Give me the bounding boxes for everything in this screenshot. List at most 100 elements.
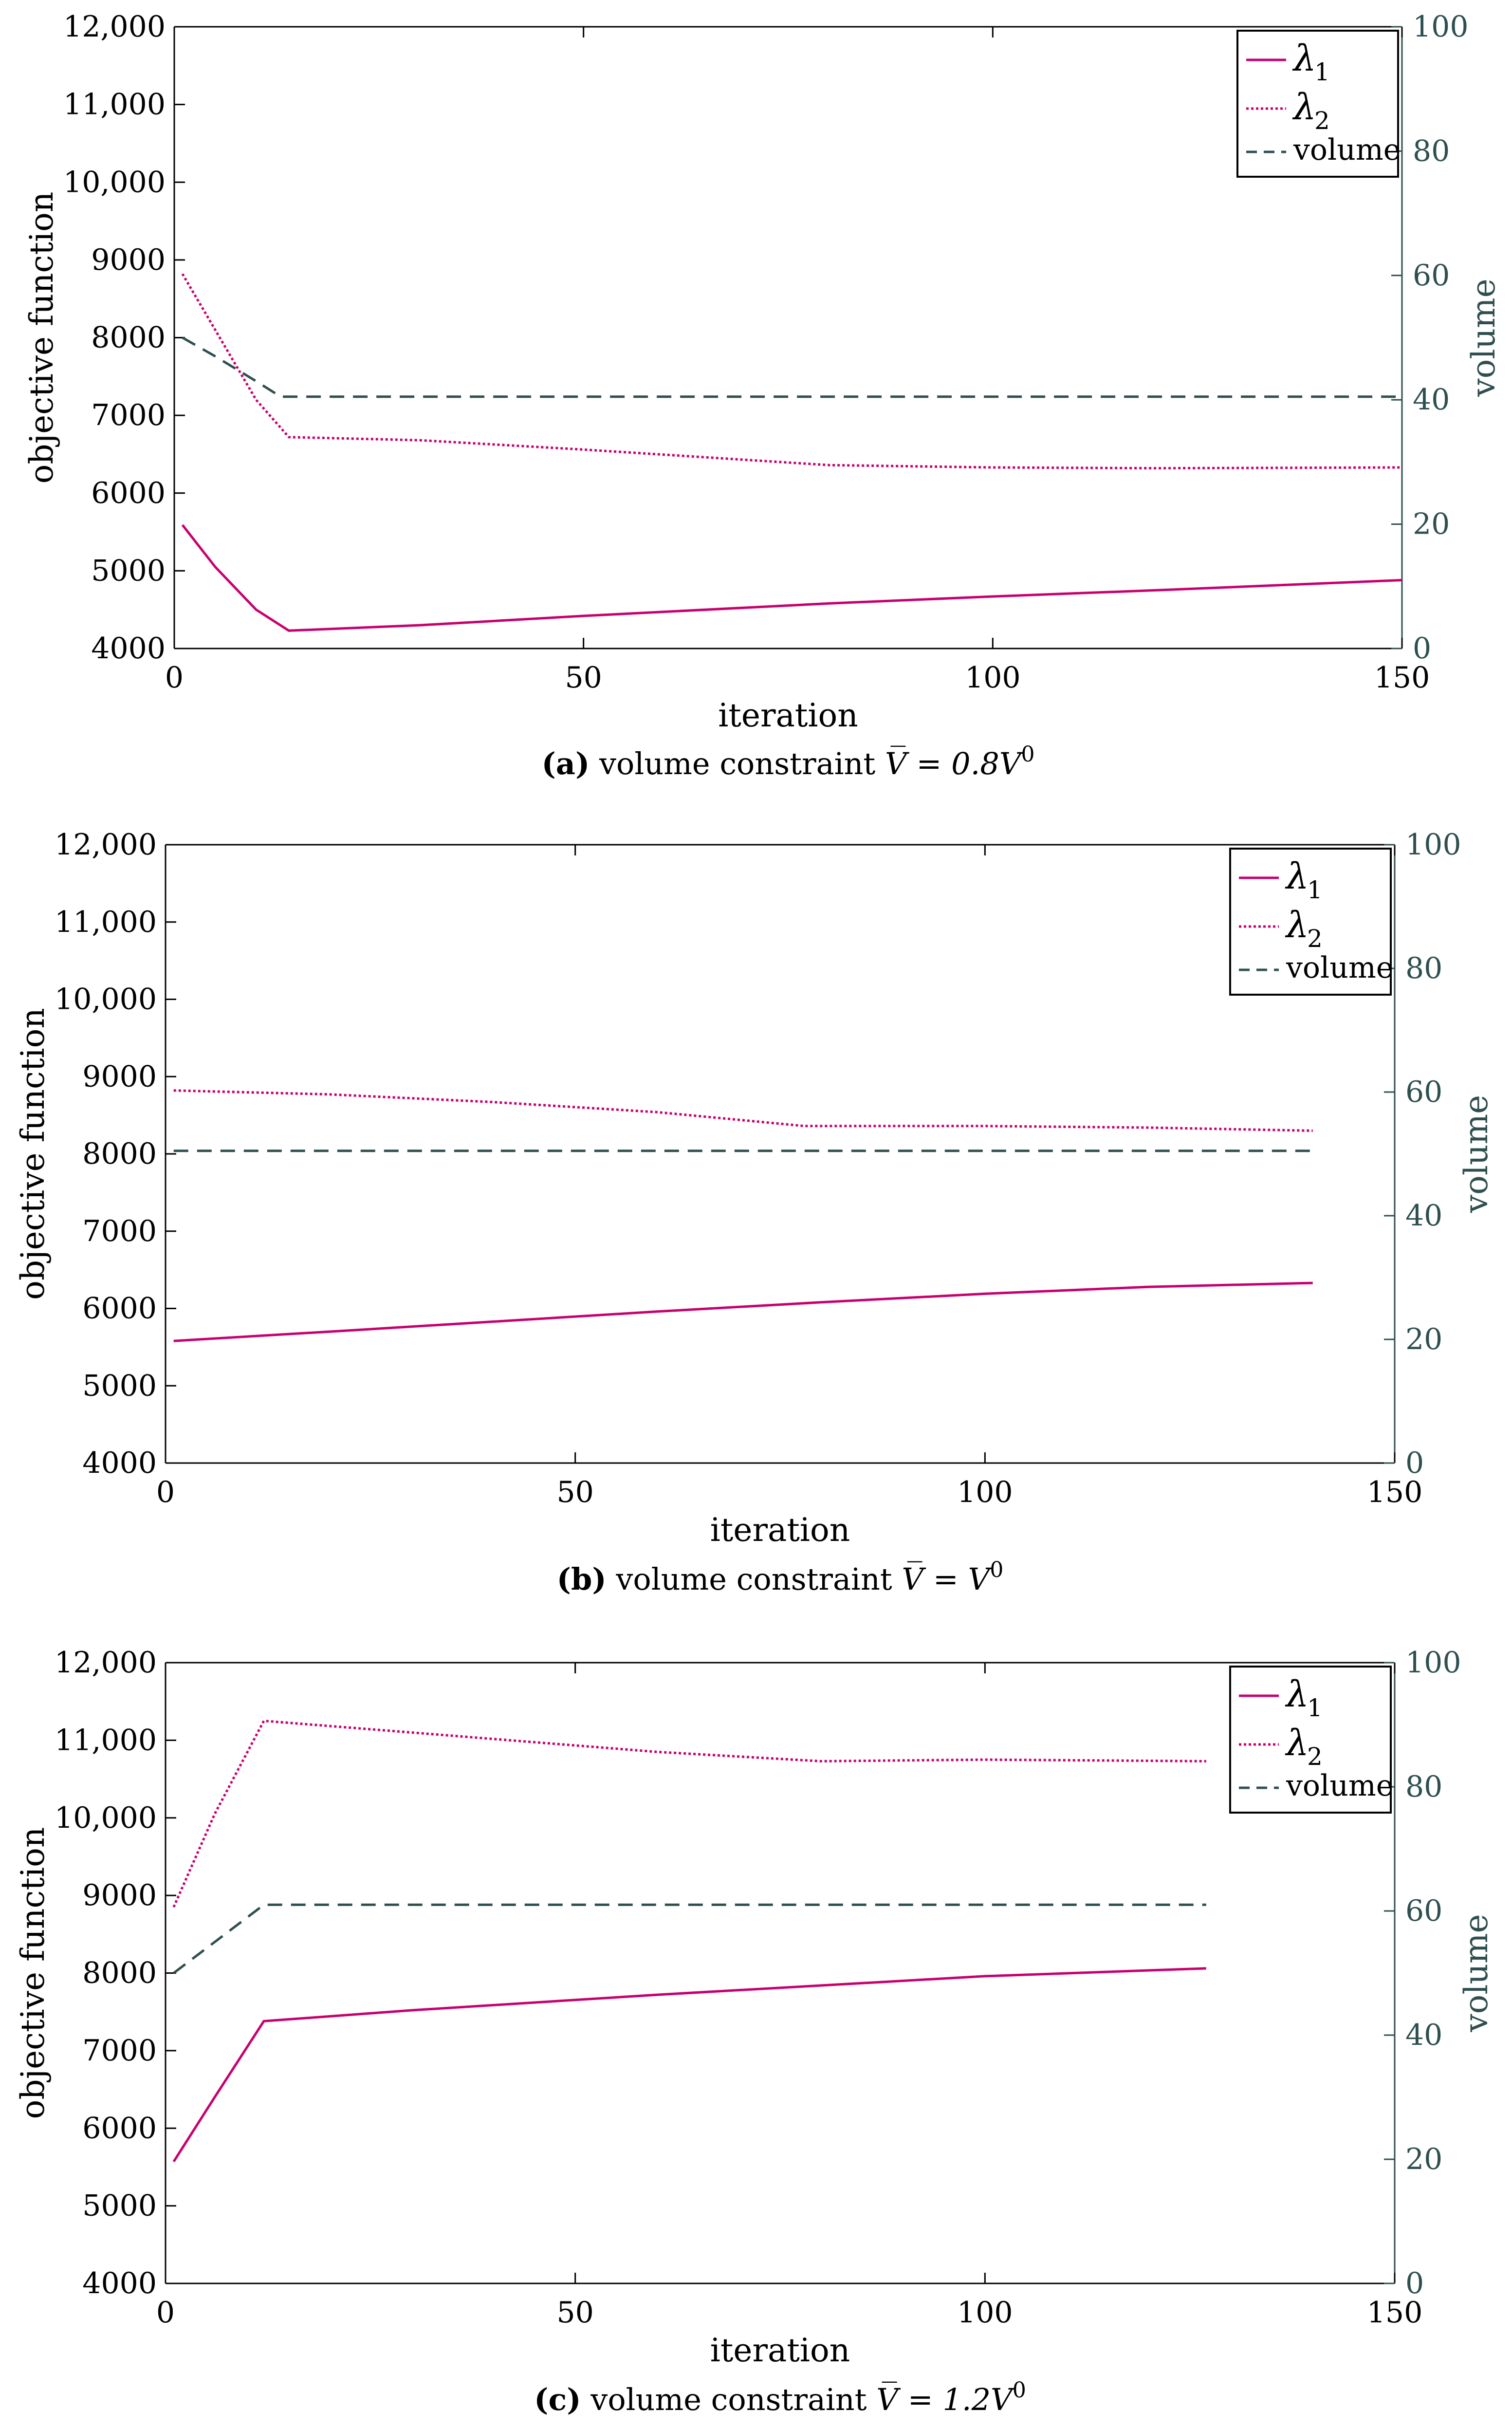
y-tick-label-left: 5000	[91, 554, 166, 588]
y-tick-label-right: 80	[1413, 134, 1450, 168]
y-tick-label-left: 12,000	[55, 828, 157, 862]
series-line-volume	[182, 336, 1402, 398]
x-tick-label: 100	[965, 661, 1021, 695]
caption-space	[607, 1561, 616, 1597]
y-tick-label-right: 100	[1405, 1646, 1461, 1680]
chart-panel-a: 0 50 100 15040005000600070008000900010,0001…	[23, 10, 1502, 781]
y-tick-label-left: 6000	[82, 1292, 157, 1326]
caption-space	[867, 2382, 877, 2417]
caption-label: (c)	[534, 2382, 581, 2417]
legend-label-lambda1-subscript: 1	[1307, 1694, 1323, 1722]
y-tick-label-left: 4000	[82, 2266, 157, 2300]
y-tick-label-left: 5000	[82, 1369, 157, 1403]
series-line-volume	[173, 1903, 1206, 1974]
y-tick-label-left: 10,000	[55, 1801, 157, 1835]
y-tick-label-right: 40	[1405, 1199, 1442, 1233]
legend-label-volume: volume	[1286, 1769, 1393, 1803]
y-tick-label-left: 8000	[91, 321, 166, 355]
y-tick-label-right: 20	[1405, 2142, 1442, 2176]
legend-label-lambda1: λ	[1285, 855, 1309, 897]
x-tick-label: 50	[556, 2296, 593, 2330]
y-tick-label-right: 60	[1413, 259, 1450, 293]
y-tick-label-left: 7000	[82, 1214, 157, 1248]
y-tick-label-right: 40	[1405, 2018, 1442, 2052]
figure-caption: (c) volume constraint V̅ = 1.2V0	[534, 2378, 1026, 2417]
caption-text: volume constraint	[615, 1561, 892, 1597]
y-tick-label-left: 5000	[82, 2189, 157, 2223]
y-axis-title-right: volume	[1457, 1914, 1495, 2032]
series-line-lambda1	[181, 524, 1402, 632]
y-tick-label-right: 0	[1413, 631, 1431, 666]
caption-superscript: 0	[1013, 2378, 1026, 2403]
legend-label-volume: volume	[1293, 133, 1401, 167]
series-line-lambda1	[172, 1967, 1206, 2163]
y-tick-label-right: 40	[1413, 383, 1450, 417]
x-tick-label: 150	[1374, 661, 1430, 695]
caption-label: (b)	[557, 1561, 607, 1597]
caption-math: V̅ = 1.2V	[876, 2382, 1015, 2417]
legend-label-lambda2: λ	[1292, 86, 1316, 128]
y-tick-label-left: 6000	[91, 476, 166, 510]
y-tick-label-right: 60	[1405, 1075, 1442, 1109]
y-tick-label-right: 60	[1405, 1894, 1442, 1928]
x-axis-title: iteration	[718, 697, 858, 734]
y-tick-label-left: 12,000	[63, 10, 166, 44]
y-tick-label-left: 7000	[91, 398, 166, 432]
series-line-lambda2	[173, 1089, 1313, 1132]
y-axis-title-left: objective function	[14, 1827, 52, 2119]
y-tick-label-left: 8000	[82, 1956, 157, 1990]
y-tick-label-left: 10,000	[63, 165, 166, 199]
y-tick-label-right: 100	[1413, 10, 1469, 44]
y-axis-title-left: objective function	[23, 192, 60, 484]
y-tick-label-left: 9000	[82, 1059, 157, 1094]
figure-caption: (a) volume constraint V̅ = 0.8V0	[541, 742, 1034, 781]
y-tick-label-left: 9000	[82, 1878, 157, 1912]
x-tick-label: 0	[156, 1475, 175, 1509]
x-axis-title: iteration	[710, 1511, 850, 1549]
series-line-lambda2	[172, 1719, 1206, 1908]
y-tick-label-right: 80	[1405, 951, 1442, 985]
y-tick-label-left: 9000	[91, 243, 166, 277]
y-tick-label-right: 20	[1413, 507, 1450, 541]
x-tick-label: 0	[165, 661, 184, 695]
y-tick-label-left: 11,000	[55, 905, 157, 939]
x-tick-label: 100	[957, 1475, 1013, 1509]
caption-space	[892, 1561, 902, 1597]
y-axis-title-right: volume	[1457, 1095, 1495, 1213]
caption-space	[875, 746, 885, 781]
x-tick-label: 100	[957, 2296, 1013, 2330]
y-tick-label-left: 8000	[82, 1137, 157, 1171]
series-line-lambda2	[181, 273, 1402, 470]
legend-label-lambda2-subscript: 2	[1307, 1743, 1323, 1771]
caption-math: V̅ = 0.8V	[885, 746, 1024, 781]
legend-label-lambda2-subscript: 2	[1314, 107, 1330, 135]
figure-caption: (b) volume constraint V̅ = V0	[557, 1558, 1004, 1597]
y-tick-label-left: 11,000	[63, 88, 166, 122]
caption-space	[581, 2382, 591, 2417]
x-tick-label: 50	[556, 1475, 593, 1509]
y-tick-label-left: 6000	[82, 2111, 157, 2145]
legend-label-lambda1: λ	[1285, 1673, 1309, 1715]
y-tick-label-left: 12,000	[55, 1646, 157, 1680]
legend-label-lambda2: λ	[1285, 904, 1309, 946]
y-tick-label-left: 4000	[82, 1446, 157, 1480]
caption-space	[590, 746, 599, 781]
caption-label: (a)	[541, 746, 590, 781]
caption-math: V̅ = V	[902, 1561, 993, 1597]
legend-box	[1236, 30, 1399, 178]
x-tick-label: 50	[565, 661, 602, 695]
x-tick-label: 150	[1367, 1475, 1423, 1509]
x-tick-label: 0	[156, 2296, 175, 2330]
chart-panel-b: 0 50 100 15040005000600070008000900010,0001…	[14, 828, 1495, 1597]
series-line-lambda1	[173, 1281, 1313, 1342]
y-tick-label-left: 11,000	[55, 1723, 157, 1757]
caption-superscript: 0	[990, 1558, 1003, 1582]
chart-panel-c: 0 50 100 15040005000600070008000900010,0001…	[14, 1646, 1495, 2417]
y-tick-label-right: 20	[1405, 1322, 1442, 1356]
x-axis-title: iteration	[710, 2332, 850, 2369]
legend-label-lambda2: λ	[1285, 1722, 1309, 1764]
x-tick-label: 150	[1367, 2296, 1423, 2330]
